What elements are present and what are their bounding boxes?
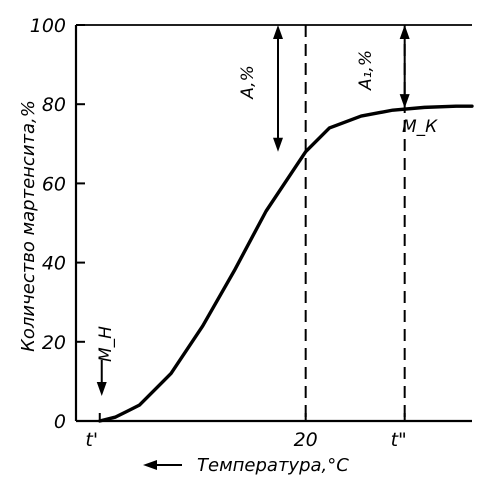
x-tick-label-2: t" — [391, 429, 407, 451]
x-tick-label-0: t' — [85, 429, 98, 451]
a1-percent-arrow-head-bottom — [399, 94, 410, 109]
y-axis-label: Количество мартенсита,% — [18, 100, 39, 352]
y-tick-label-80: 80 — [42, 94, 66, 116]
x-ticks: t' 20 t" — [85, 413, 407, 451]
a-percent-label: A,% — [238, 65, 258, 100]
y-tick-label-40: 40 — [42, 253, 66, 275]
a-percent-arrow-head-top — [273, 25, 283, 39]
temperature-direction-arrow-head — [143, 460, 157, 470]
y-tick-label-60: 60 — [42, 173, 66, 195]
a1-percent-arrow-head-top — [399, 25, 410, 39]
martensite-curve — [98, 104, 474, 423]
y-tick-label-20: 20 — [42, 332, 66, 354]
ms-label: M_Н — [96, 326, 116, 362]
mk-label: M_К — [402, 117, 438, 137]
y-ticks: 0 20 40 60 80 100 — [30, 15, 85, 433]
a1-percent-label: A₁,% — [356, 50, 376, 91]
x-axis-label: Температура,°C — [197, 455, 349, 476]
plot-area: 0 20 40 60 80 100 t' 20 t" Количество мартенсит… — [18, 15, 474, 476]
a-percent-arrow-head-bottom — [273, 137, 283, 152]
y-tick-label-100: 100 — [30, 15, 66, 37]
x-tick-label-1: 20 — [294, 429, 318, 451]
start-transformation-arrow-head — [96, 382, 107, 396]
y-tick-label-0: 0 — [54, 411, 66, 433]
